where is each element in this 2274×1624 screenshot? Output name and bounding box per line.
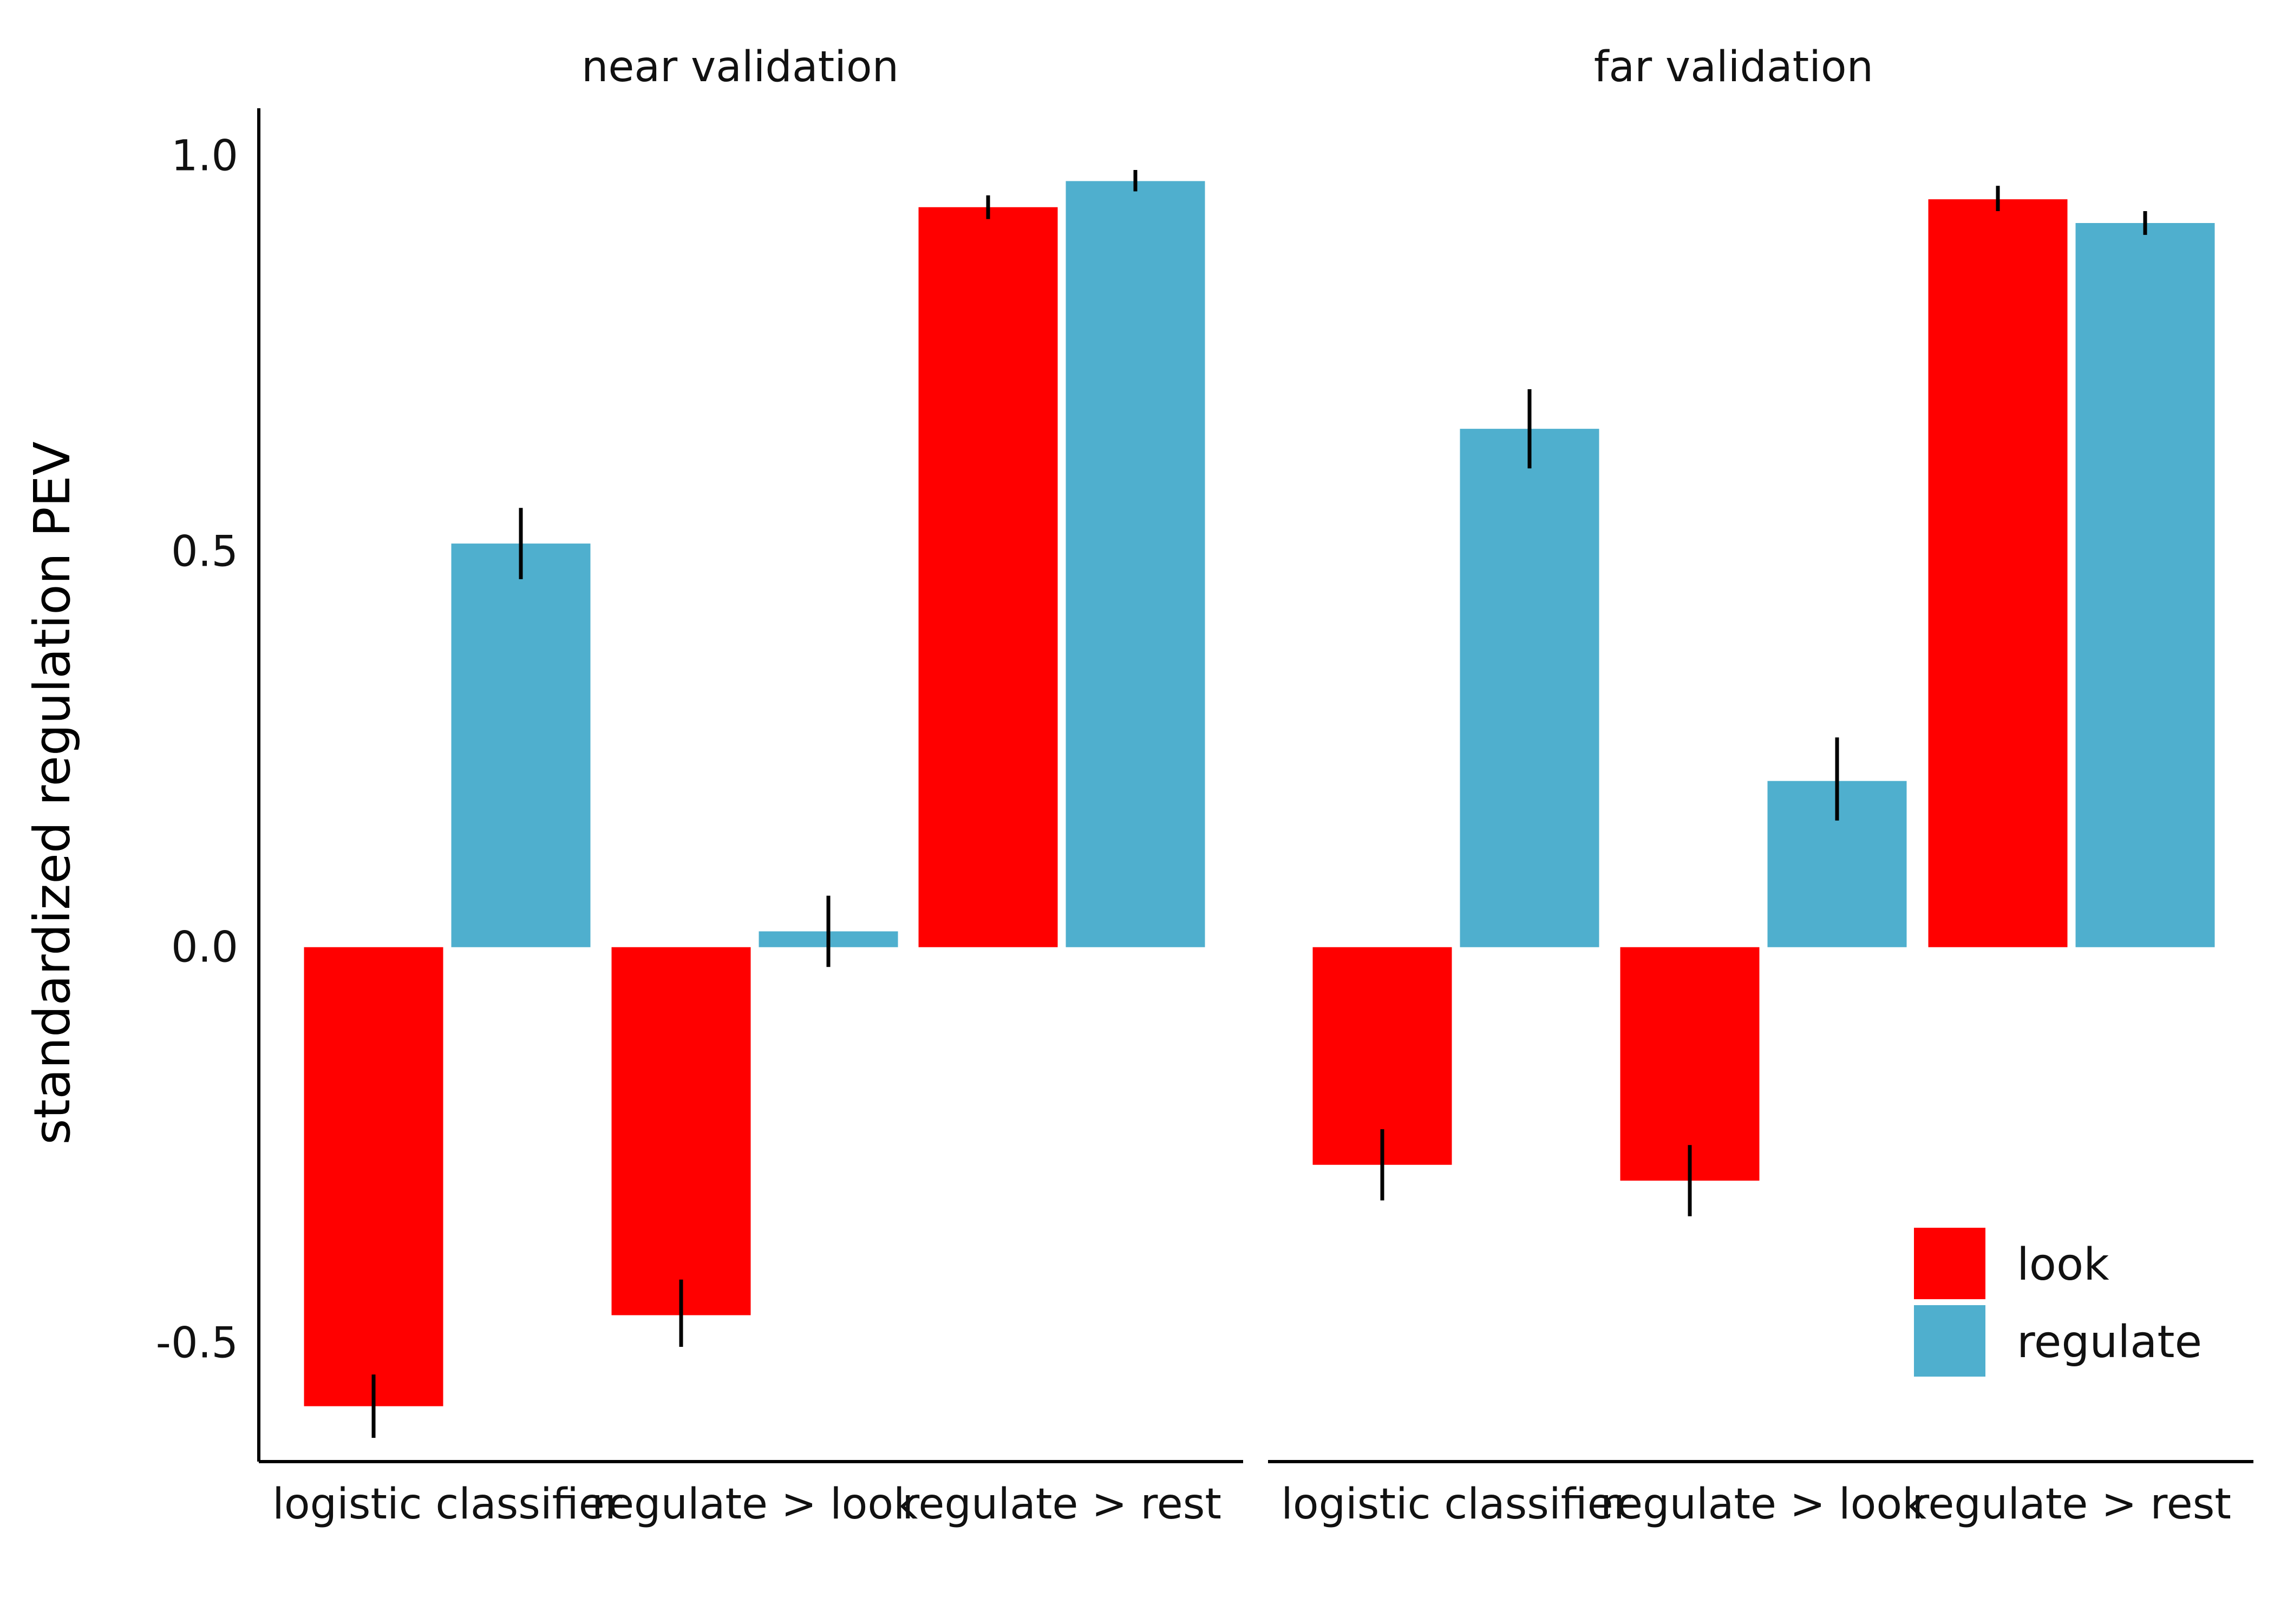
bar-look	[1928, 199, 2068, 947]
bar-look	[611, 947, 751, 1315]
bar-regulate	[1460, 429, 1599, 947]
bar-look	[918, 207, 1058, 947]
y-axis-title: standardized regulation PEV	[23, 441, 81, 1144]
x-tick-label: regulate > rest	[902, 1480, 1221, 1529]
bar-look	[1620, 947, 1760, 1181]
bar-look	[1312, 947, 1452, 1165]
y-tick-label: 0.5	[171, 528, 238, 577]
facet-title: near validation	[581, 43, 899, 91]
facet-title: far validation	[1594, 43, 1873, 91]
bar-look	[304, 947, 443, 1406]
legend-label-look: look	[2017, 1239, 2109, 1291]
x-tick-label: regulate > rest	[1912, 1480, 2231, 1529]
x-tick-label: logistic classifier	[272, 1480, 623, 1529]
legend-swatch-regulate	[1914, 1305, 1985, 1377]
x-tick-label: logistic classifier	[1281, 1480, 1631, 1529]
y-tick-label: 0.0	[171, 924, 238, 972]
legend-swatch-look	[1914, 1228, 1985, 1299]
y-tick-label: 1.0	[171, 132, 238, 181]
legend-label-regulate: regulate	[2017, 1317, 2202, 1368]
x-tick-label: regulate > look	[592, 1480, 918, 1529]
legend: look regulate	[1914, 1228, 2202, 1377]
bar-regulate	[1066, 181, 1205, 947]
panels: -0.5 0.0 0.5 1.0 near validation logistic cla…	[156, 43, 2253, 1529]
y-tick-label: -0.5	[156, 1319, 238, 1368]
bar-regulate	[2075, 222, 2215, 947]
bar-regulate	[451, 543, 591, 947]
x-tick-label: regulate > look	[1600, 1480, 1927, 1529]
